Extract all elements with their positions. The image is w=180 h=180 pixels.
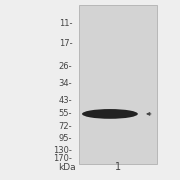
Text: 72-: 72- <box>59 122 72 131</box>
Text: 55-: 55- <box>59 109 72 118</box>
Text: 95-: 95- <box>59 134 72 143</box>
Text: 17-: 17- <box>59 39 72 48</box>
Bar <box>79 5 157 165</box>
Text: 26-: 26- <box>59 62 72 71</box>
Text: kDa: kDa <box>58 163 76 172</box>
Ellipse shape <box>82 109 138 119</box>
Text: 34-: 34- <box>59 79 72 88</box>
Text: 11-: 11- <box>59 19 72 28</box>
Text: 130-: 130- <box>53 146 72 155</box>
Text: 1: 1 <box>115 161 122 172</box>
Text: 43-: 43- <box>59 96 72 105</box>
Text: 170-: 170- <box>53 154 72 163</box>
